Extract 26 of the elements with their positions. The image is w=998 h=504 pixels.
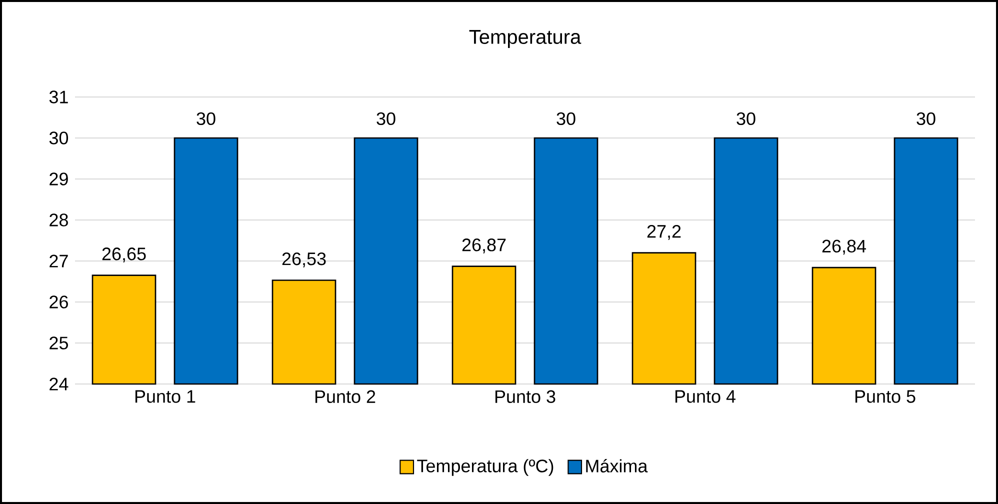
x-tick-label: Punto 5 bbox=[855, 390, 916, 403]
y-tick-label: 28 bbox=[50, 214, 68, 226]
data-label: 30 bbox=[736, 112, 756, 126]
legend-label: Máxima bbox=[586, 459, 648, 472]
y-tick-label: 30 bbox=[49, 132, 68, 144]
x-tick-label: Punto 1 bbox=[135, 390, 196, 403]
y-tick-label: 25 bbox=[50, 336, 68, 350]
y-tick-label: 31 bbox=[49, 90, 68, 104]
y-tick-label: 26 bbox=[50, 296, 68, 308]
data-label: 26,53 bbox=[282, 252, 326, 268]
chart-title: Temperatura bbox=[469, 30, 582, 48]
data-label: 30 bbox=[916, 112, 936, 126]
x-tick-label: Punto 2 bbox=[315, 390, 376, 403]
data-label: 30 bbox=[196, 112, 216, 126]
legend-label: Temperatura (ºC) bbox=[417, 459, 554, 476]
y-tick-label: 27 bbox=[50, 254, 68, 268]
y-tick-label: 24 bbox=[50, 378, 68, 390]
x-tick-label: Punto 4 bbox=[675, 390, 736, 403]
x-tick-label: Punto 3 bbox=[495, 390, 556, 403]
data-label: 30 bbox=[556, 112, 576, 126]
data-label: 26,65 bbox=[102, 248, 146, 262]
data-label: 27,2 bbox=[647, 225, 681, 240]
data-label: 26,84 bbox=[822, 240, 866, 255]
y-tick-label: 29 bbox=[50, 172, 68, 186]
data-label: 26,87 bbox=[462, 238, 506, 254]
data-label: 30 bbox=[376, 112, 396, 126]
